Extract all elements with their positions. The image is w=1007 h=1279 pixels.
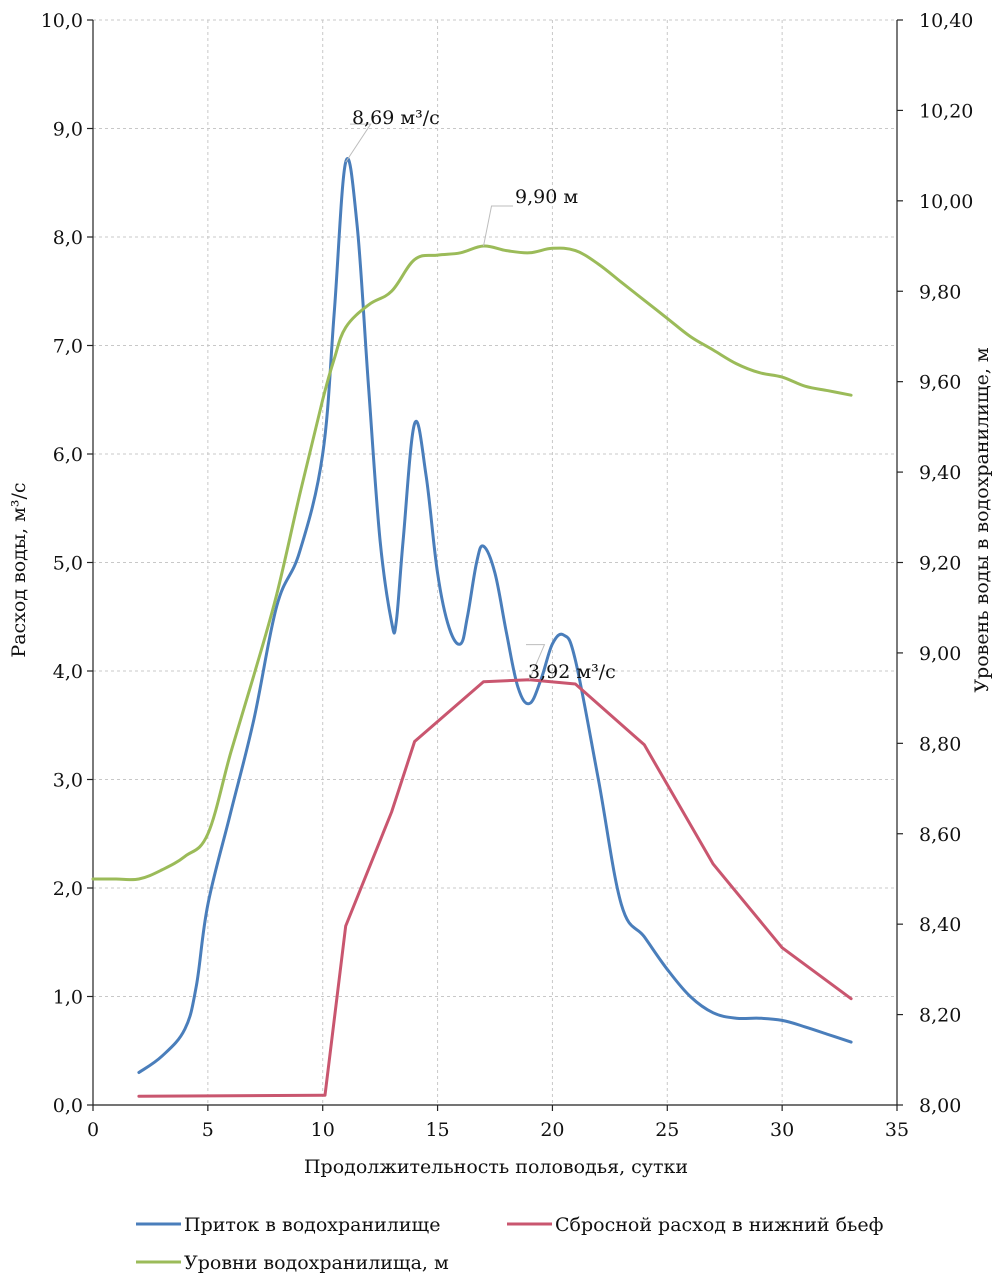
series-line-discharge (137, 678, 853, 1098)
series-lines (91, 157, 853, 1098)
x-tick-label: 30 (770, 1119, 794, 1141)
series-line-level (91, 244, 853, 882)
legend: Приток в водохранилище Сбросной расход в… (136, 1214, 884, 1274)
x-tick-label: 25 (655, 1119, 679, 1141)
x-tick-label: 10 (311, 1119, 335, 1141)
y-right-tick-label: 9,40 (919, 462, 961, 484)
y-left-tick-label: 3,0 (53, 770, 83, 792)
y-right-tick-label: 10,00 (919, 191, 973, 213)
y-right-tick-label: 8,00 (919, 1095, 961, 1117)
y-right-tick-label: 8,60 (919, 824, 961, 846)
annotation-leader (526, 644, 546, 680)
y-left-tick-label: 2,0 (53, 878, 83, 900)
y-left-tick-label: 7,0 (53, 336, 83, 358)
x-axis-title: Продолжительность половодья, сутки (304, 1156, 688, 1178)
y-left-tick-label: 8,0 (53, 227, 83, 249)
legend-item-discharge: Сбросной расход в нижний бьеф (507, 1214, 884, 1236)
annotation-label: 3,92 м³/с (528, 661, 616, 683)
annotation-label: 8,69 м³/с (352, 107, 440, 129)
axes: 0,0 1,0 2,0 3,0 4,0 5,0 6,0 7,0 8,0 9,0 10,0 8,00 8,… (41, 10, 974, 1141)
annotation-leader (345, 123, 372, 163)
y-left-tick-label: 9,0 (53, 119, 83, 141)
legend-label-discharge: Сбросной расход в нижний бьеф (555, 1214, 884, 1236)
y-right-tick-label: 9,80 (919, 281, 961, 303)
y-left-tick-label: 4,0 (53, 661, 83, 683)
y-right-tick-label: 10,40 (919, 10, 973, 32)
y-right-tick-label: 9,00 (919, 643, 961, 665)
y-axis-left-title: Расход воды, м³/с (8, 482, 30, 657)
legend-item-level: Уровни водохранилища, м (136, 1252, 449, 1274)
x-tick-label: 5 (202, 1119, 214, 1141)
y-axis-right-title: Уровень воды в водохранилище, м (971, 347, 993, 693)
legend-label-level: Уровни водохранилища, м (184, 1252, 449, 1274)
legend-label-inflow: Приток в водохранилище (184, 1214, 440, 1236)
y-right-tick-label: 9,60 (919, 372, 961, 394)
x-tick-label: 15 (425, 1119, 449, 1141)
x-tick-label: 0 (87, 1119, 99, 1141)
y-right-tick-label: 9,20 (919, 553, 961, 575)
annotation-label: 9,90 м (515, 186, 578, 208)
y-left-tick-label: 5,0 (53, 553, 83, 575)
y-left-tick-label: 10,0 (41, 10, 83, 32)
legend-item-inflow: Приток в водохранилище (136, 1214, 440, 1236)
y-right-tick-label: 8,40 (919, 914, 961, 936)
y-right-tick-label: 10,20 (919, 100, 973, 122)
annotations: 8,69 м³/с 9,90 м 3,92 м³/с (345, 107, 616, 683)
y-right-tick-label: 8,20 (919, 1005, 961, 1027)
x-tick-label: 35 (885, 1119, 909, 1141)
y-left-tick-label: 1,0 (53, 987, 83, 1009)
series-line-inflow (137, 157, 853, 1074)
y-left-tick-label: 6,0 (53, 444, 83, 466)
y-right-tick-label: 8,80 (919, 733, 961, 755)
annotation-leader (483, 205, 513, 247)
x-tick-label: 20 (540, 1119, 564, 1141)
y-left-tick-label: 0,0 (53, 1095, 83, 1117)
